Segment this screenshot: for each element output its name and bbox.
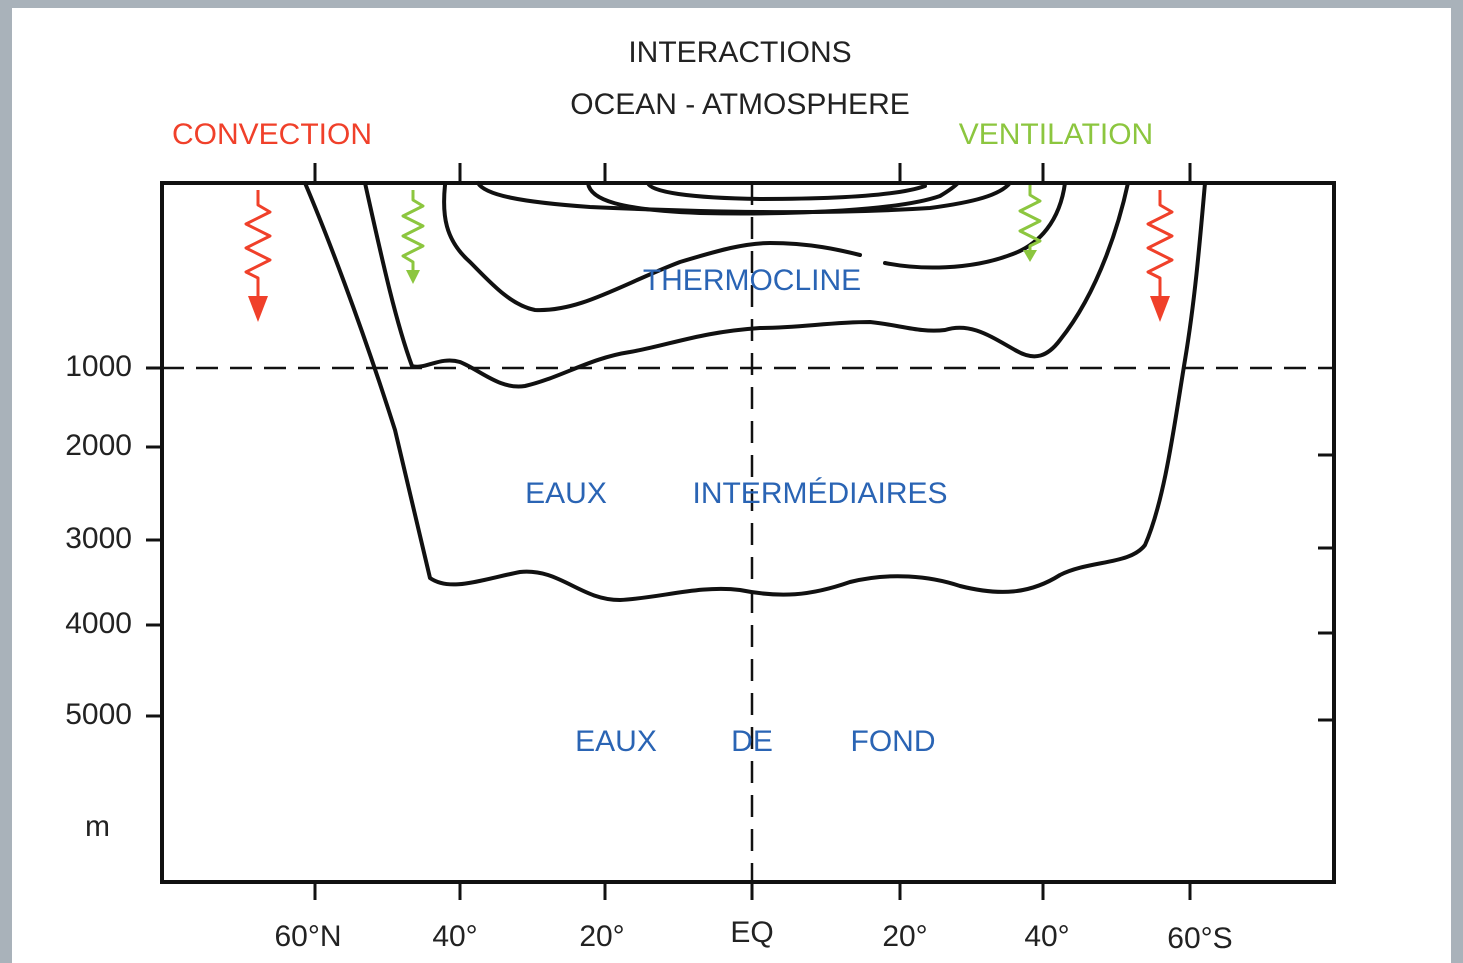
intermediate-label: EAUX — [525, 477, 607, 510]
y-tick-label: 5000 — [65, 698, 132, 731]
ventilation-label: VENTILATION — [959, 118, 1153, 151]
title: INTERACTIONS — [628, 36, 851, 69]
y-tick-label: 2000 — [65, 429, 132, 462]
subtitle: OCEAN - ATMOSPHERE — [570, 88, 910, 121]
x-tick-label: 60°N — [274, 920, 341, 953]
x-tick-label: 40° — [432, 920, 477, 953]
bottom-label: EAUX — [575, 725, 657, 758]
x-tick-label: 20° — [882, 920, 927, 953]
x-tick-label: 40° — [1024, 920, 1069, 953]
diagram: INTERACTIONS OCEAN - ATMOSPHERE CONVECTI… — [0, 0, 1463, 963]
thermocline-label: THERMOCLINE — [643, 264, 861, 297]
bottom-label: FOND — [851, 725, 936, 758]
x-tick-label: 60°S — [1167, 922, 1232, 955]
convection-label: CONVECTION — [172, 118, 372, 151]
y-tick-label: 3000 — [65, 522, 132, 555]
page: INTERACTIONS OCEAN - ATMOSPHERE CONVECTI… — [0, 0, 1463, 963]
x-tick-label: 20° — [579, 920, 624, 953]
x-tick-label: EQ — [730, 916, 773, 949]
bottom-label: DE — [731, 725, 773, 758]
y-unit: m — [85, 810, 110, 843]
y-tick-label: 4000 — [65, 607, 132, 640]
y-tick-label: 1000 — [65, 350, 132, 383]
intermediate-label: INTERMÉDIAIRES — [692, 477, 947, 510]
